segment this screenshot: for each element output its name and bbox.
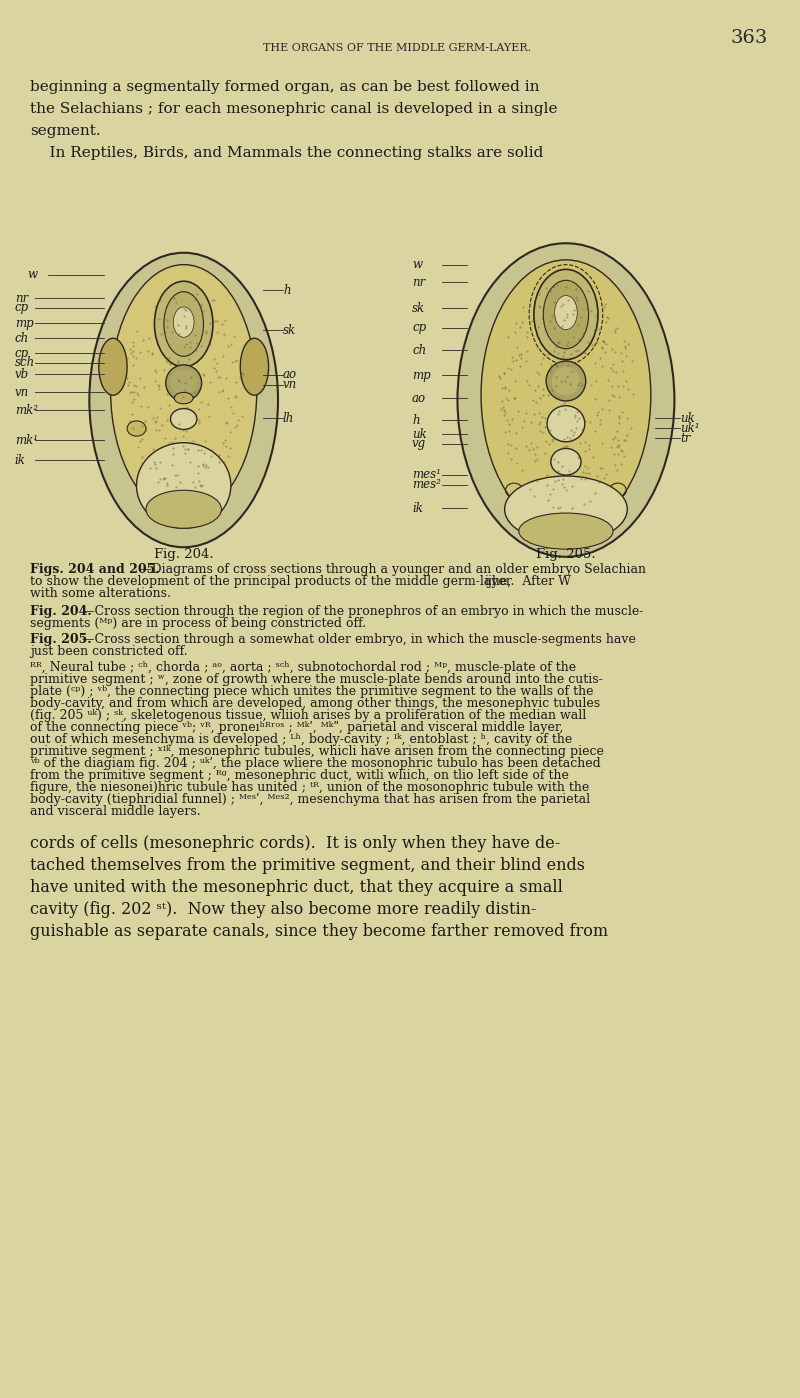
Text: Fig. 205.: Fig. 205. <box>536 548 596 561</box>
Text: ao: ao <box>283 369 297 382</box>
Ellipse shape <box>110 264 257 516</box>
Text: mp: mp <box>15 316 34 330</box>
Ellipse shape <box>543 281 589 348</box>
Text: ch: ch <box>412 344 426 356</box>
Text: h: h <box>412 414 420 426</box>
Text: guishable as separate canals, since they become farther removed from: guishable as separate canals, since they… <box>30 923 608 939</box>
Text: lh: lh <box>283 411 294 425</box>
Ellipse shape <box>554 295 578 330</box>
Text: tached themselves from the primitive segment, and their blind ends: tached themselves from the primitive seg… <box>30 857 585 874</box>
Text: uk: uk <box>680 411 695 425</box>
Text: vb: vb <box>15 368 29 380</box>
Text: and visceral middle layers.: and visceral middle layers. <box>30 805 201 818</box>
Ellipse shape <box>164 292 203 356</box>
Text: Fig. 205.: Fig. 205. <box>30 633 91 646</box>
Ellipse shape <box>240 338 269 396</box>
Text: mes²: mes² <box>412 478 441 492</box>
Text: figure, the niesonei)hric tubule has united ; ᵗᴿ, union of the mosonophric tubul: figure, the niesonei)hric tubule has uni… <box>30 781 589 794</box>
Text: from the primitive segment ; ᴿᶢ, mesonephric duct, witli wliich, on tlio left si: from the primitive segment ; ᴿᶢ, mesonep… <box>30 769 569 781</box>
Ellipse shape <box>146 491 222 528</box>
Text: cords of cells (mesonephric cords).  It is only when they have de-: cords of cells (mesonephric cords). It i… <box>30 835 560 851</box>
Text: 363: 363 <box>731 29 768 48</box>
Text: ᵛᵇ of the diagiam fig. 204 ; ᵘᵏʹ, the place wliere the mosonophric tubulo has be: ᵛᵇ of the diagiam fig. 204 ; ᵘᵏʹ, the pl… <box>30 756 601 770</box>
Ellipse shape <box>481 260 651 531</box>
Text: vg: vg <box>412 438 426 450</box>
Text: w: w <box>28 268 38 281</box>
Text: (fig. 205 ᵘᵏ) ; ˢᵏ, skeletogenous tissue, wliioh arises by a proliferation of th: (fig. 205 ᵘᵏ) ; ˢᵏ, skeletogenous tissue… <box>30 709 586 721</box>
Text: plate (ᶜᵖ) ; ᵛᵇ, the connecting piece which unites the primitive segment to the : plate (ᶜᵖ) ; ᵛᵇ, the connecting piece wh… <box>30 685 594 698</box>
Text: primitive segment ; ʷ, zone of growth where the muscle-plate bends around into t: primitive segment ; ʷ, zone of growth wh… <box>30 672 602 686</box>
Text: body-cavity, and from which are developed, among other things, the mesonephvic t: body-cavity, and from which are develope… <box>30 698 600 710</box>
Text: Figs. 204 and 205.: Figs. 204 and 205. <box>30 563 159 576</box>
Text: ijhe,: ijhe, <box>485 575 512 589</box>
Ellipse shape <box>546 361 586 401</box>
Text: to show the development of the principal products of the middle germ-layer.  Aft: to show the development of the principal… <box>30 575 570 589</box>
Text: with some alterations.: with some alterations. <box>30 587 170 600</box>
Text: sch: sch <box>15 356 35 369</box>
Ellipse shape <box>505 475 627 542</box>
Text: mp: mp <box>412 369 430 382</box>
Text: h: h <box>283 284 290 296</box>
Text: uk¹: uk¹ <box>680 422 700 435</box>
Ellipse shape <box>551 449 581 475</box>
Ellipse shape <box>174 393 193 404</box>
Text: beginning a segmentally formed organ, as can be best followed in: beginning a segmentally formed organ, as… <box>30 80 539 94</box>
Text: THE ORGANS OF THE MIDDLE GERM-LAYER.: THE ORGANS OF THE MIDDLE GERM-LAYER. <box>263 43 531 53</box>
Ellipse shape <box>174 308 194 337</box>
Text: ᴿᴿ, Neural tube ; ᶜʰ, chorda ; ᵃᵒ, aorta ; ˢᶜʰ, subnotochordal rod ; ᴹᵖ, muscle-: ᴿᴿ, Neural tube ; ᶜʰ, chorda ; ᵃᵒ, aorta… <box>30 661 576 674</box>
Text: —Cross section through the region of the pronephros of an embryo in which the mu: —Cross section through the region of the… <box>82 605 644 618</box>
Text: ik: ik <box>15 453 26 467</box>
Text: sk: sk <box>412 302 425 315</box>
Text: mes¹: mes¹ <box>412 468 441 481</box>
Text: ao: ao <box>412 391 426 404</box>
Text: cp: cp <box>15 302 29 315</box>
Text: vn: vn <box>283 379 298 391</box>
Text: out of which mesenchyma is developed ; ᴸʰ, body-cavity ; ᴵᵏ, entoblast ; ʰ, cavi: out of which mesenchyma is developed ; ᴸ… <box>30 733 572 747</box>
Ellipse shape <box>518 513 613 549</box>
Text: body-cavity (tiephridial funnel) ; ᴹᵉˢʹ, ᴹᵉˢ², mesenchyma that has arisen from t: body-cavity (tiephridial funnel) ; ᴹᵉˢʹ,… <box>30 793 590 807</box>
Ellipse shape <box>458 243 674 556</box>
Ellipse shape <box>90 253 278 547</box>
Text: primitive segment ; ˣᴵᵏ, mesonephric tubules, whicli have arisen from the connec: primitive segment ; ˣᴵᵏ, mesonephric tub… <box>30 745 604 758</box>
Text: mk²: mk² <box>15 404 38 417</box>
Ellipse shape <box>552 366 580 396</box>
Text: mk¹: mk¹ <box>15 433 38 446</box>
Text: cp: cp <box>15 347 29 359</box>
Ellipse shape <box>170 408 197 429</box>
Text: segment.: segment. <box>30 124 101 138</box>
Text: nr: nr <box>15 292 28 305</box>
Text: Fig. 204.: Fig. 204. <box>154 548 214 561</box>
Text: have united with the mesonephric duct, that they acquire a small: have united with the mesonephric duct, t… <box>30 879 562 896</box>
Ellipse shape <box>547 405 585 442</box>
Text: w: w <box>412 259 422 271</box>
Ellipse shape <box>154 281 213 366</box>
Ellipse shape <box>534 270 598 359</box>
Text: just been constricted off.: just been constricted off. <box>30 644 187 658</box>
Text: ik: ik <box>412 502 423 514</box>
Text: cp: cp <box>412 322 426 334</box>
Text: cavity (fig. 202 ˢᵗ).  Now they also become more readily distin-: cavity (fig. 202 ˢᵗ). Now they also beco… <box>30 900 536 918</box>
Text: —Diagrams of cross sections through a younger and an older embryo Selachian: —Diagrams of cross sections through a yo… <box>139 563 646 576</box>
Ellipse shape <box>137 443 231 528</box>
Text: Fig. 204.: Fig. 204. <box>30 605 91 618</box>
Ellipse shape <box>166 365 202 401</box>
Text: sk: sk <box>283 323 296 337</box>
Ellipse shape <box>127 421 146 436</box>
Ellipse shape <box>98 338 127 396</box>
Text: uk: uk <box>412 428 426 440</box>
Text: ch: ch <box>15 331 29 344</box>
Text: vn: vn <box>15 386 29 398</box>
Text: the Selachians ; for each mesonephric canal is developed in a single: the Selachians ; for each mesonephric ca… <box>30 102 558 116</box>
Text: tr: tr <box>680 432 690 445</box>
Ellipse shape <box>170 369 197 396</box>
Text: nr: nr <box>412 275 426 288</box>
Text: —Cross section through a somewhat older embryo, in which the muscle-segments hav: —Cross section through a somewhat older … <box>82 633 636 646</box>
Text: In Reptiles, Birds, and Mammals the connecting stalks are solid: In Reptiles, Birds, and Mammals the conn… <box>30 145 543 159</box>
Text: of the connecting piece ᵛᵇ; ᵛᴿ, proneıʰᴿʳᵒˢ ; ᴹᵏʹ, ᴹᵏʺ, parietal and visceral mi: of the connecting piece ᵛᵇ; ᵛᴿ, proneıʰᴿ… <box>30 721 563 734</box>
Text: segments (ᴹᵖ) are in process of being constricted off.: segments (ᴹᵖ) are in process of being co… <box>30 617 366 630</box>
